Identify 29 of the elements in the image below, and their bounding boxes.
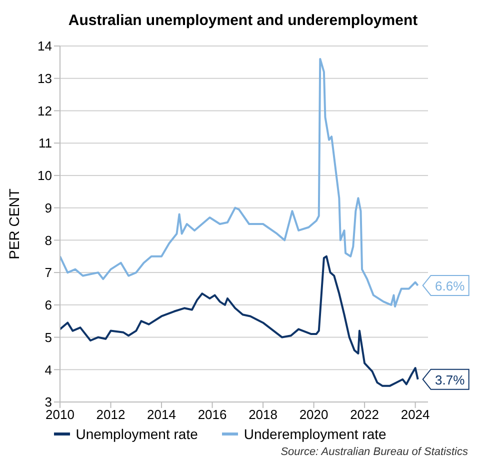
data-label: 6.6% [435,278,466,294]
y-tick-label: 14 [38,38,52,54]
y-tick-label: 7 [44,265,52,280]
legend-label: Unemployment rate [76,426,198,442]
y-tick-label: 12 [38,103,52,118]
source-note: Source: Australian Bureau of Statistics [280,446,469,458]
y-axis-title: PER CENT [6,188,22,260]
y-tick-label: 6 [44,298,52,313]
x-tick-label: 2012 [96,407,126,422]
y-tick-label: 9 [44,200,52,216]
y-tick-label: 10 [38,168,52,184]
y-tick-label: 8 [44,232,52,248]
x-tick-label: 2022 [350,407,380,422]
y-tick-label: 13 [38,70,52,86]
y-tick-label: 3 [44,394,52,410]
y-tick-label: 4 [44,362,52,378]
y-tick-label: 5 [44,330,52,345]
x-tick-label: 2010 [46,407,74,422]
line-series [60,58,419,308]
x-tick-label: 2014 [147,407,176,422]
chart-title: Australian unemployment and underemployment [67,11,419,31]
x-tick-label: 2020 [299,407,328,422]
line-series [60,255,419,387]
x-tick-label: 2024 [400,407,430,422]
data-label: 3.7% [435,372,466,388]
x-tick-label: 2016 [198,407,227,422]
y-tick-label: 11 [38,136,52,151]
legend-label: Underemployment rate [244,426,386,442]
x-tick-label: 2018 [248,407,278,422]
